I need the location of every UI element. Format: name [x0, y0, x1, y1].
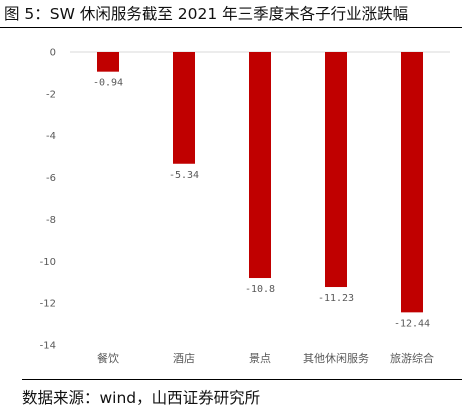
data-label-1: -5.34: [169, 170, 199, 181]
y-tick-label-0: 0: [50, 48, 56, 59]
data-label-2: -10.8: [245, 284, 275, 295]
y-tick-label-5: -10: [40, 257, 56, 268]
category-label-3: 其他休闲服务: [303, 351, 369, 365]
bar-4: [401, 52, 423, 313]
y-tick-label-1: -2: [46, 89, 56, 100]
bar-0: [97, 52, 119, 72]
data-label-0: -0.94: [93, 78, 123, 89]
bar-2: [249, 52, 271, 279]
data-label-3: -11.23: [318, 293, 354, 304]
top-rule: [0, 27, 462, 28]
category-label-1: 酒店: [173, 351, 195, 365]
category-label-4: 旅游综合: [390, 351, 434, 365]
y-tick-label-4: -8: [46, 215, 56, 226]
source-note: 数据来源：wind，山西证券研究所: [22, 389, 261, 407]
bottom-rule: [22, 379, 462, 380]
data-label-4: -12.44: [394, 318, 430, 329]
figure-caption: 图 5：SW 休闲服务截至 2021 年三季度末各子行业涨跌幅: [4, 5, 409, 23]
y-tick-label-2: -4: [46, 131, 56, 142]
y-tick-label-3: -6: [46, 173, 56, 184]
y-tick-label-7: -14: [40, 341, 56, 352]
bar-1: [173, 52, 195, 164]
category-label-0: 餐饮: [97, 351, 119, 365]
category-label-2: 景点: [249, 352, 271, 365]
bar-3: [325, 52, 347, 288]
y-tick-label-6: -12: [40, 299, 56, 310]
